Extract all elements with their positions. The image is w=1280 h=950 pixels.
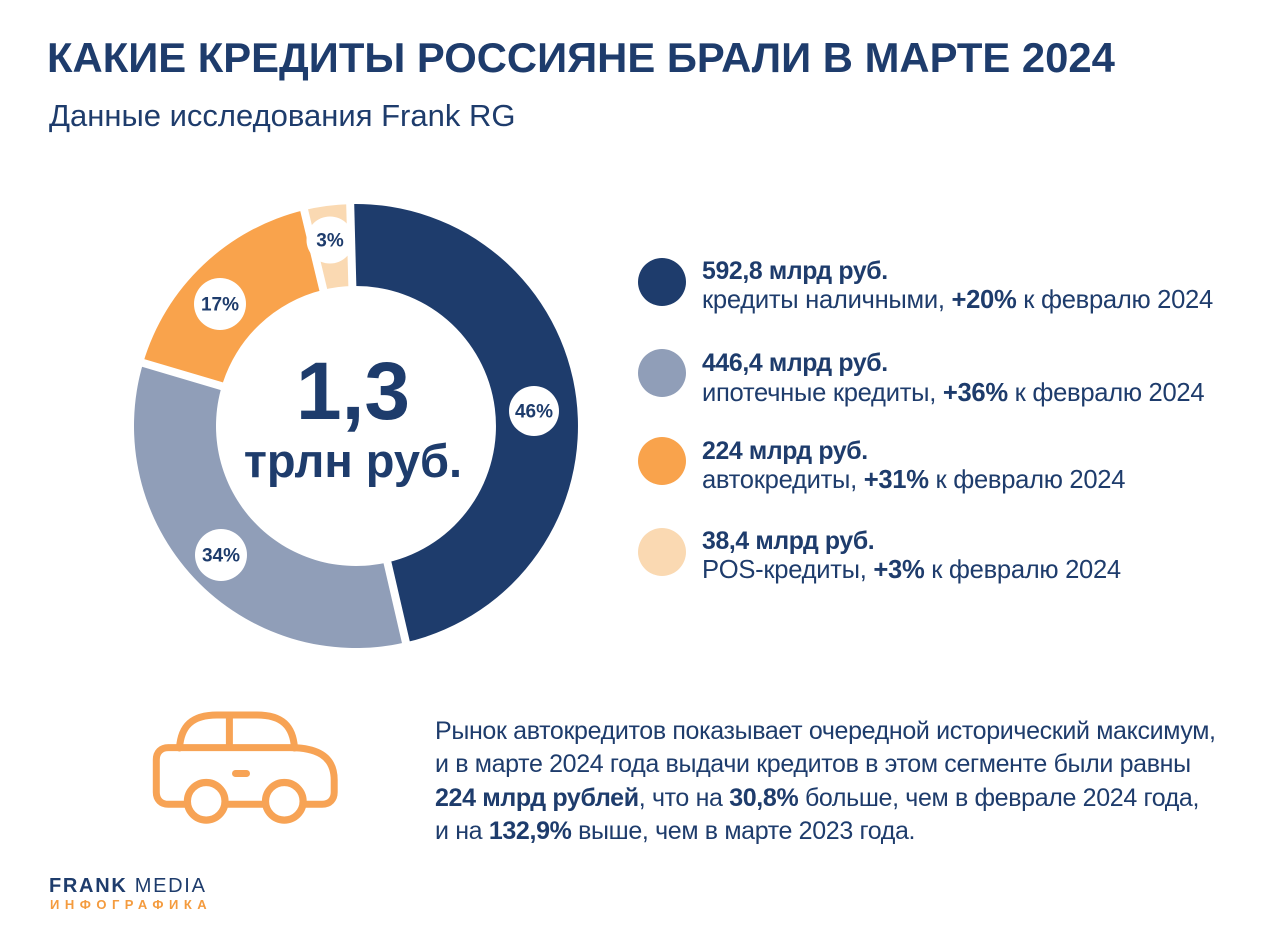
svg-text:17%: 17% [201, 295, 239, 316]
svg-text:46%: 46% [515, 402, 553, 423]
svg-text:34%: 34% [202, 546, 240, 567]
svg-text:3%: 3% [316, 231, 344, 252]
